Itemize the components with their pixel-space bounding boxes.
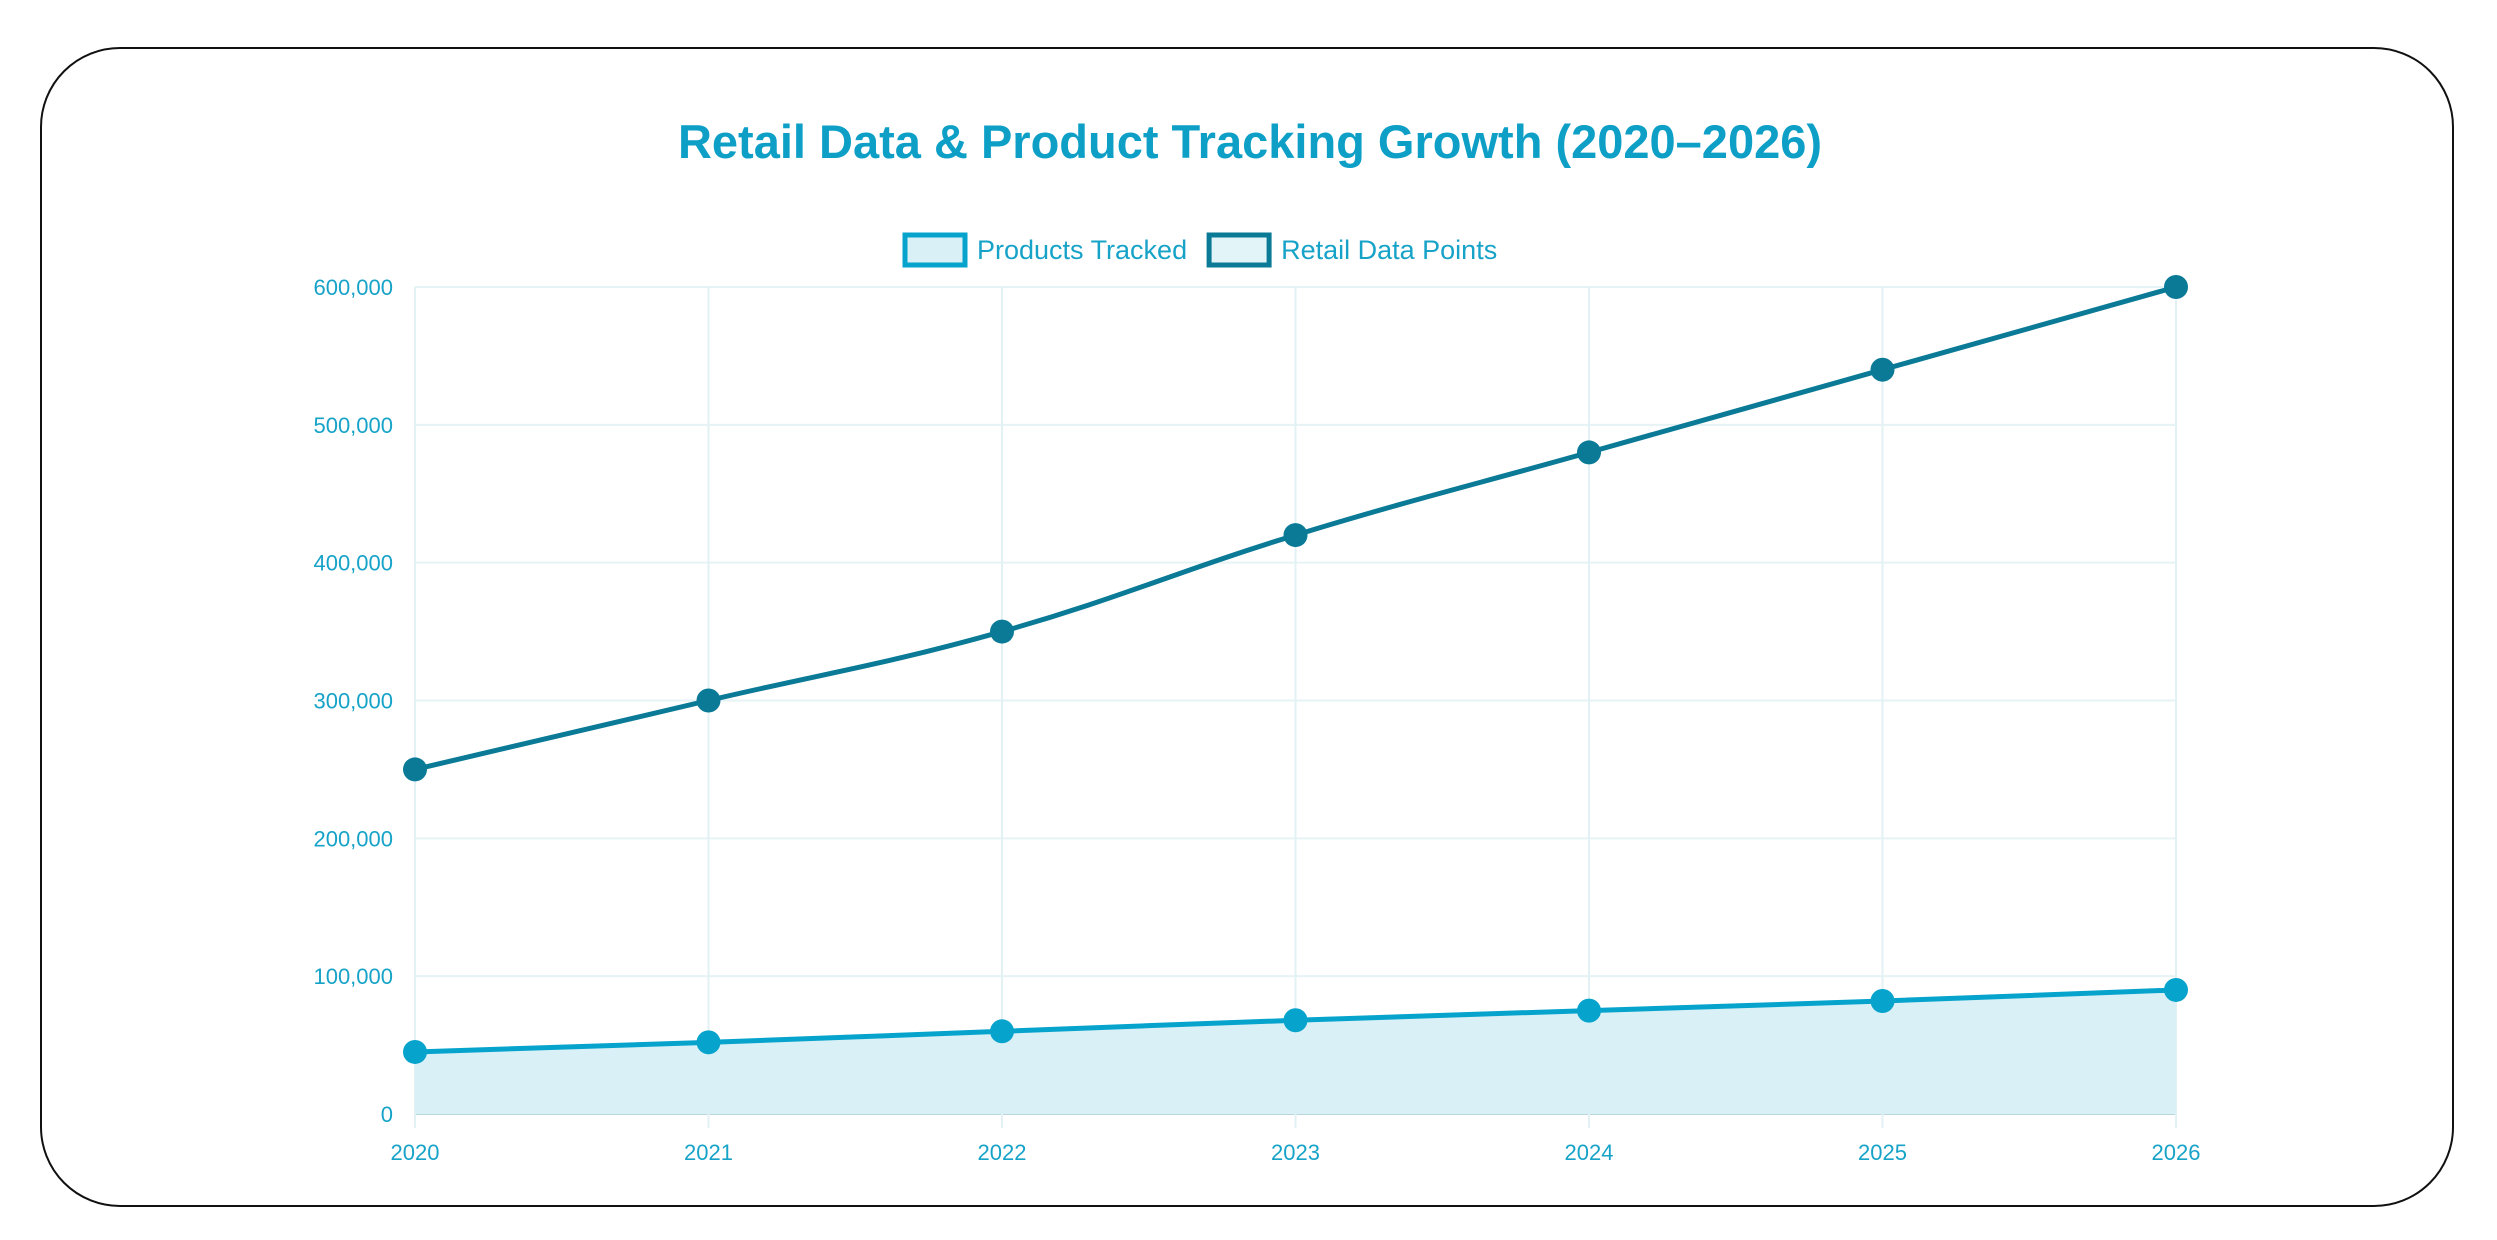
legend-label-0: Products Tracked bbox=[977, 235, 1187, 265]
data-point bbox=[1870, 988, 1895, 1013]
y-tick-label: 0 bbox=[381, 1102, 393, 1127]
data-point bbox=[2164, 977, 2188, 1002]
legend-swatch-1 bbox=[1206, 232, 1272, 268]
data-point bbox=[1577, 998, 1601, 1023]
y-tick-label: 100,000 bbox=[313, 964, 393, 989]
x-tick-label: 2020 bbox=[391, 1140, 440, 1165]
chart-title: Retail Data & Product Tracking Growth (2… bbox=[678, 115, 1822, 168]
x-tick-label: 2023 bbox=[1271, 1140, 1320, 1165]
x-tick-label: 2026 bbox=[2152, 1140, 2201, 1165]
data-point bbox=[1870, 357, 1895, 382]
series-area-0 bbox=[415, 989, 2176, 1114]
y-tick-label: 200,000 bbox=[313, 826, 393, 851]
legend-swatch-0 bbox=[902, 232, 968, 268]
y-tick-label: 400,000 bbox=[313, 551, 393, 576]
data-point bbox=[1577, 440, 1601, 465]
data-point bbox=[2164, 275, 2188, 299]
x-tick-label: 2022 bbox=[978, 1140, 1027, 1165]
data-point bbox=[1283, 523, 1308, 548]
y-tick-label: 500,000 bbox=[313, 413, 393, 438]
data-point bbox=[990, 619, 1014, 644]
data-point bbox=[403, 1039, 427, 1064]
x-tick-label: 2024 bbox=[1565, 1140, 1614, 1165]
data-point bbox=[990, 1019, 1014, 1044]
data-point bbox=[696, 1030, 721, 1055]
y-tick-label: 300,000 bbox=[313, 689, 393, 714]
data-point bbox=[1283, 1008, 1308, 1033]
y-tick-label: 600,000 bbox=[313, 275, 393, 300]
data-point bbox=[696, 688, 721, 713]
data-point bbox=[403, 757, 427, 782]
legend-label-1: Retail Data Points bbox=[1281, 235, 1497, 265]
x-tick-label: 2025 bbox=[1858, 1140, 1907, 1165]
x-tick-label: 2021 bbox=[684, 1140, 733, 1165]
